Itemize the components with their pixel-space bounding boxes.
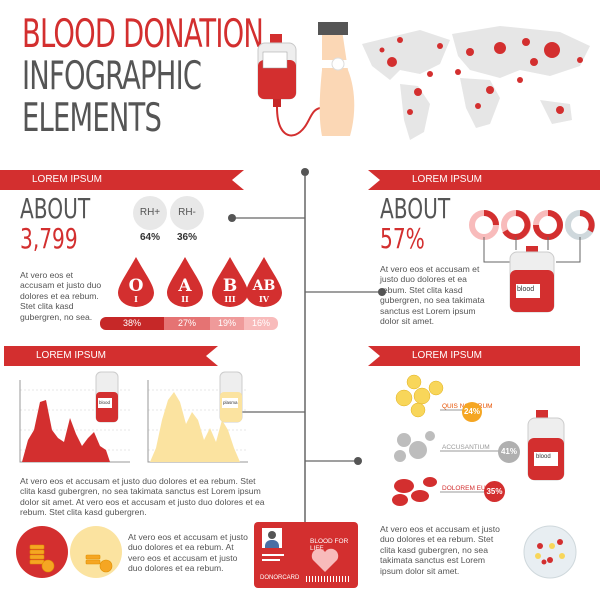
rh-positive-pct: 64% — [139, 232, 160, 243]
blood-type-ab-label: AB IV — [252, 278, 276, 304]
stat1-block: ABOUT 3,799 — [20, 194, 90, 254]
card-name: DONORCARD — [260, 575, 300, 581]
bag-label-right: blood — [536, 454, 551, 460]
page-title: BLOOD DONATION INFOGRAPHIC ELEMENTS — [22, 12, 264, 141]
heart-icon — [311, 548, 339, 572]
blood-drop-b — [212, 257, 248, 307]
card-slogan: BLOOD FOR LIFE — [310, 538, 349, 552]
rh-positive-badge: RH+ — [133, 196, 167, 230]
donor-card: BLOOD FOR LIFE DONORCARD — [254, 522, 358, 588]
blood-type-o-pct: 38% — [100, 317, 164, 330]
bag-label-left-chart: blood — [99, 400, 111, 405]
cells-text: At vero eos et accusam et justo duo dolor… — [380, 524, 500, 576]
coins-text: At vero eos et accusam et justo duo dolor… — [128, 532, 248, 574]
stat1-value: 3,799 — [20, 222, 78, 255]
stat1-text: At vero eos et accusam et justo duo dolore… — [20, 270, 102, 322]
rh-negative-badge: RH- — [170, 196, 204, 230]
ribbon-1: LOREM IPSUM — [0, 170, 244, 190]
stat2-text: At vero eos et accusam et justo duo dolor… — [380, 264, 485, 327]
blood-type-a-pct: 27% — [164, 317, 210, 330]
rh-negative-pct: 36% — [176, 232, 197, 243]
cell-label-3: DOLOREM EUM — [442, 485, 492, 492]
blood-drop-a — [167, 257, 203, 307]
cell-pct-3: 35% — [484, 481, 505, 502]
cell-pct-2: 41% — [498, 441, 520, 463]
ribbon-2: LOREM IPSUM — [368, 170, 600, 190]
blood-drop-o — [118, 257, 154, 307]
stat1-about: ABOUT — [20, 192, 91, 225]
blood-type-a-label: A II — [178, 276, 192, 304]
title-line2: INFOGRAPHIC — [22, 54, 202, 99]
cell-pct-1: 24% — [462, 402, 482, 422]
ribbon-4: LOREM IPSUM — [368, 346, 580, 366]
bag-label-main: blood — [517, 286, 535, 293]
stat2-about: ABOUT — [380, 192, 451, 225]
title-line3: ELEMENTS — [22, 96, 162, 141]
stat2-value: 57% — [380, 222, 425, 255]
blood-drop-ab — [246, 257, 282, 307]
bag-label-right-chart: plasma — [223, 400, 238, 405]
blood-type-b-pct: 19% — [210, 317, 244, 330]
petri-dish-icon — [526, 528, 527, 529]
blood-type-b-label: B III — [222, 276, 238, 304]
blood-type-ab-pct: 16% — [244, 317, 278, 330]
title-line1: BLOOD DONATION — [22, 12, 264, 57]
ribbon-3: LOREM IPSUM — [4, 346, 218, 366]
stat2-block: ABOUT 57% — [380, 194, 450, 254]
user-icon — [262, 528, 282, 548]
cell-label-2: ACCUSANTIUM — [442, 444, 490, 451]
charts-text: At vero eos et accusam et justo duo dolo… — [20, 476, 265, 518]
